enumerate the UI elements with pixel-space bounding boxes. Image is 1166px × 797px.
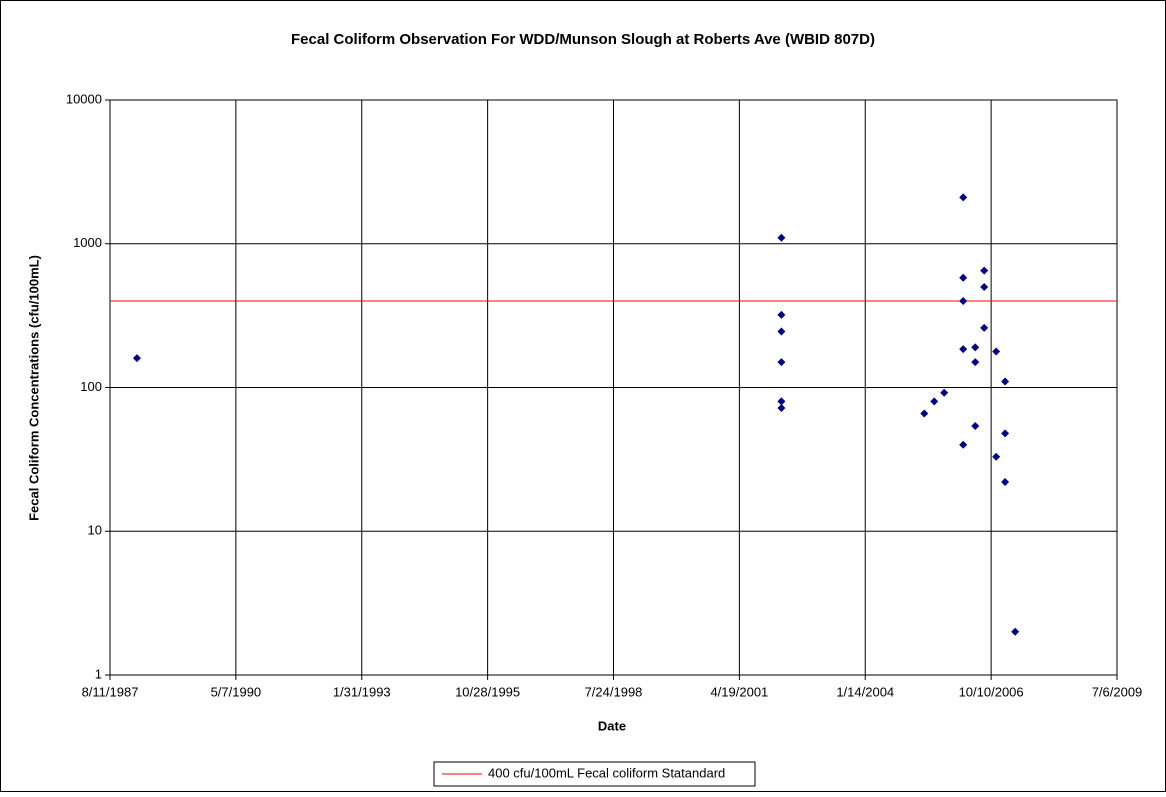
y-axis-label: Fecal Coliform Concentrations (cfu/100mL… [26,255,41,521]
data-point [959,440,968,449]
x-tick-label: 5/7/1990 [211,684,262,699]
data-point [1011,627,1020,636]
y-tick-label: 1 [95,666,102,681]
y-tick-label: 1000 [73,235,102,250]
data-point [777,233,786,242]
x-tick-label: 1/14/2004 [836,684,894,699]
data-point [777,397,786,406]
y-tick-label: 10000 [66,91,102,106]
data-point [959,296,968,305]
x-axis-label: Date [598,718,626,733]
data-point [959,273,968,282]
data-point [1001,478,1010,487]
x-tick-label: 10/10/2006 [959,684,1024,699]
data-point [992,347,1001,356]
legend-label: 400 cfu/100mL Fecal coliform Statandard [488,765,725,780]
x-tick-label: 1/31/1993 [333,684,391,699]
x-tick-label: 8/11/1987 [82,684,139,699]
data-point [940,388,949,397]
legend-box [433,761,756,787]
data-point [777,310,786,319]
data-point [971,343,980,352]
chart-title: Fecal Coliform Observation For WDD/Munso… [291,31,875,48]
data-point [777,327,786,336]
data-point [980,283,989,292]
y-tick-label: 10 [88,523,102,538]
data-point [920,409,929,418]
data-point [992,452,1001,461]
data-point [132,354,141,363]
data-point [930,397,939,406]
data-point [959,193,968,202]
x-tick-label: 10/28/1995 [455,684,520,699]
data-point [980,266,989,275]
data-point [971,358,980,367]
y-tick-label: 100 [80,379,102,394]
data-point [1001,429,1010,438]
data-point [777,404,786,413]
data-point [777,358,786,367]
x-tick-label: 4/19/2001 [710,684,768,699]
data-point [971,421,980,430]
data-point [980,323,989,332]
x-tick-label: 7/24/1998 [585,684,643,699]
x-tick-label: 7/6/2009 [1092,684,1143,699]
data-point [1001,377,1010,386]
data-point [959,345,968,354]
